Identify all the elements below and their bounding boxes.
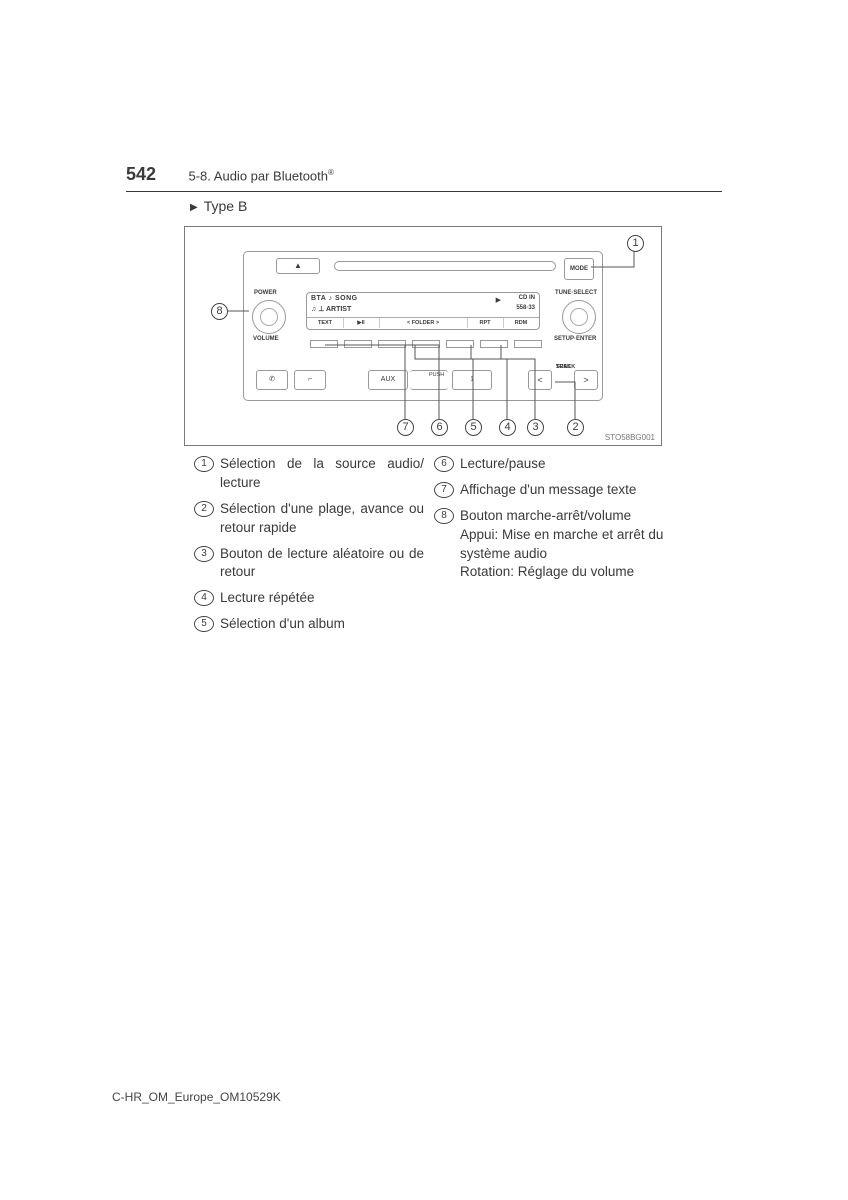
legend-number: 6 (434, 456, 454, 472)
legend-row: 1 Sélection de la source audio/ lecture (194, 455, 424, 493)
legend-row: 8 Bouton marche-arrêt/volumeAppui: Mise e… (434, 507, 664, 583)
legend-text: Bouton de lecture aléatoire ou de retour (220, 545, 424, 583)
legend-row: 4 Lecture répétée (194, 589, 424, 608)
legend-number: 3 (194, 546, 214, 562)
section-title: 5-8. Audio par Bluetooth® (189, 168, 334, 183)
radio-diagram: ▲ MODE POWER VOLUME TUNE·SELECT SETUP·EN… (184, 226, 662, 446)
legend-text: Sélection d'un album (220, 615, 424, 634)
triangle-icon: ▶ (190, 202, 198, 213)
legend-text: Sélection d'une plage, avance ou retour … (220, 500, 424, 538)
legend-row: 7 Affichage d'un message texte (434, 481, 664, 500)
page-number: 542 (126, 164, 156, 185)
legend-text: Lecture/pause (460, 455, 664, 474)
legend-text: Bouton marche-arrêt/volumeAppui: Mise en… (460, 507, 664, 583)
legend-number: 5 (194, 616, 214, 632)
image-code: STO58BG001 (605, 433, 655, 442)
legend-number: 2 (194, 501, 214, 517)
legend-col-left: 1Sélection de la source audio/ lecture2S… (194, 455, 424, 641)
legend-number: 1 (194, 456, 214, 472)
legend: 1Sélection de la source audio/ lecture2S… (194, 455, 664, 641)
legend-text: Sélection de la source audio/ lecture (220, 455, 424, 493)
legend-row: 5 Sélection d'un album (194, 615, 424, 634)
legend-row: 3 Bouton de lecture aléatoire ou de retou… (194, 545, 424, 583)
legend-row: 6 Lecture/pause (434, 455, 664, 474)
callout-lines (185, 227, 661, 445)
type-line: ▶Type B (190, 198, 247, 214)
page-header: 542 5-8. Audio par Bluetooth® (126, 164, 722, 192)
legend-row: 2 Sélection d'une plage, avance ou retour… (194, 500, 424, 538)
legend-text: Lecture répétée (220, 589, 424, 608)
legend-number: 7 (434, 482, 454, 498)
legend-number: 8 (434, 508, 454, 524)
legend-number: 4 (194, 590, 214, 606)
footer-code: C-HR_OM_Europe_OM10529K (112, 1090, 281, 1104)
legend-text: Affichage d'un message texte (460, 481, 664, 500)
legend-col-right: 6 Lecture/pause 7 Affichage d'un message te… (434, 455, 664, 641)
